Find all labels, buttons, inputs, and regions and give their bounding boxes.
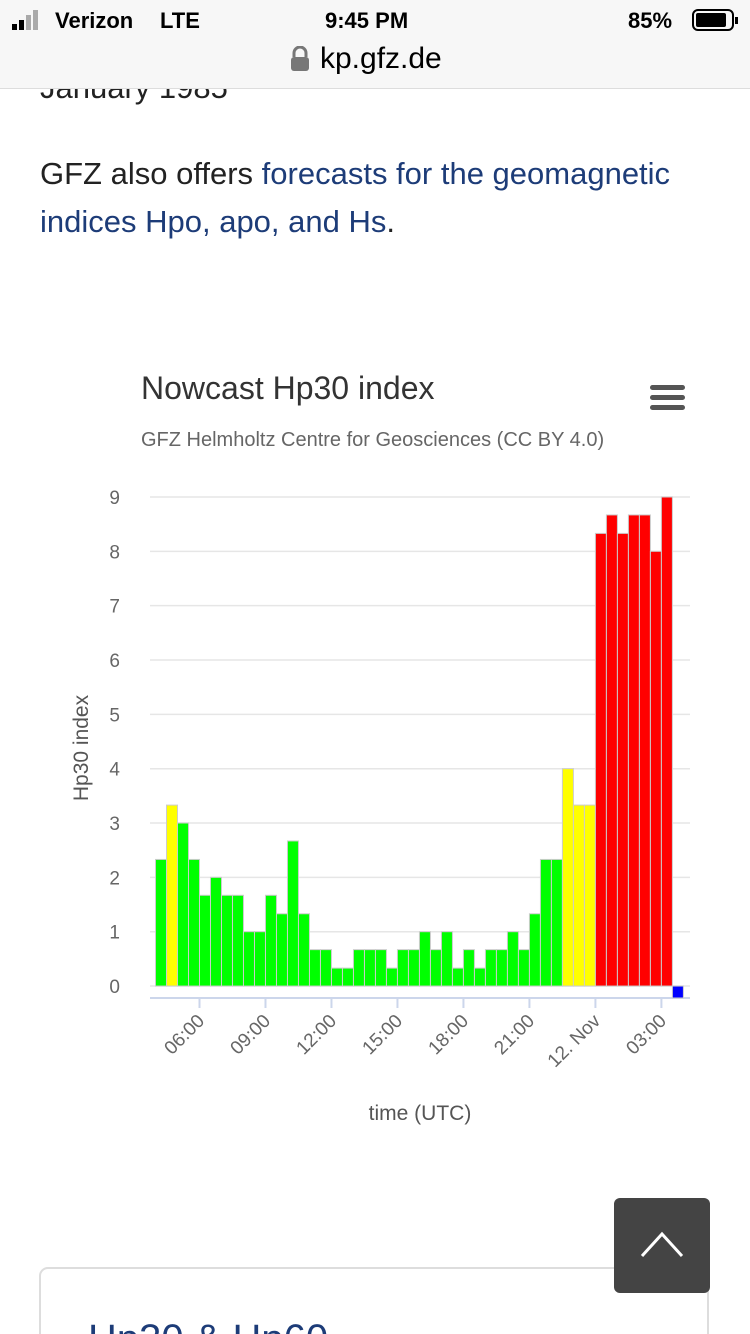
- bar: [275, 913, 288, 987]
- forecast-link[interactable]: forecasts for the geomagnetic indices Hp…: [40, 156, 671, 239]
- bar: [363, 949, 376, 987]
- x-tick-label: 18:00: [425, 1011, 473, 1059]
- bar: [308, 949, 321, 987]
- chart-subtitle: GFZ Helmholtz Centre for Geosciences (CC…: [141, 429, 605, 451]
- plot: 0 1 2 3 4 5 6 7 8 9 06:00 09:00 12:00 15:00 18:00 21:00…: [109, 488, 690, 1072]
- y-tick-label: 2: [109, 868, 120, 889]
- y-tick-label: 9: [109, 488, 120, 509]
- bar: [462, 949, 475, 987]
- y-tick-label: 6: [109, 651, 120, 672]
- bar: [297, 913, 310, 987]
- bar: [385, 967, 398, 987]
- x-tick-label: 09:00: [227, 1011, 275, 1059]
- battery-percent: 85%: [628, 8, 673, 33]
- bar: [352, 949, 365, 987]
- bar: [572, 804, 585, 987]
- bar: [198, 894, 211, 987]
- bar: [473, 967, 486, 987]
- signal-icon: [12, 10, 38, 30]
- paragraph-text: GFZ also offers: [40, 156, 262, 191]
- bar: [594, 532, 607, 987]
- x-tick-label: 15:00: [359, 1011, 407, 1059]
- bar: [440, 931, 453, 987]
- browser-header: Verizon LTE 9:45 PM 85% kp.gfz.de: [0, 0, 750, 89]
- bar: [176, 822, 189, 987]
- x-tick-label: 12:00: [293, 1011, 341, 1059]
- bar: [231, 894, 244, 987]
- bar: [583, 804, 596, 987]
- battery-icon: [692, 9, 738, 31]
- x-axis-label: time (UTC): [369, 1102, 472, 1125]
- bar: [660, 496, 673, 987]
- chart-title: Nowcast Hp30 index: [141, 370, 435, 406]
- card-heading: Hp30 & Hp60: [88, 1317, 328, 1334]
- url[interactable]: kp.gfz.de: [320, 42, 442, 75]
- menu-icon[interactable]: [650, 385, 685, 410]
- y-tick-label: 0: [109, 977, 120, 998]
- bar: [341, 967, 354, 987]
- y-tick-label: 8: [109, 542, 120, 563]
- y-tick-label: 1: [109, 923, 120, 944]
- bar: [550, 858, 563, 987]
- x-tick-label: 21:00: [490, 1011, 538, 1059]
- bar: [286, 840, 299, 987]
- bar: [671, 985, 684, 999]
- clock: 9:45 PM: [325, 8, 409, 33]
- y-axis-label: Hp30 index: [70, 694, 93, 801]
- bar: [451, 967, 464, 987]
- bar: [253, 931, 266, 987]
- bar: [616, 532, 629, 987]
- bar: [165, 804, 178, 987]
- bar: [561, 768, 574, 987]
- bar: [319, 949, 332, 987]
- bar: [220, 894, 233, 987]
- x-tick-label: 06:00: [161, 1011, 209, 1059]
- bar: [154, 858, 167, 987]
- y-tick-label: 4: [109, 760, 120, 781]
- paragraph-end: .: [386, 204, 395, 239]
- network: LTE: [160, 8, 200, 33]
- bar: [528, 913, 541, 987]
- card: [39, 1267, 709, 1334]
- y-tick-label: 3: [109, 814, 120, 835]
- y-tick-label: 7: [109, 597, 120, 618]
- bar: [638, 514, 651, 987]
- bar: [539, 858, 552, 987]
- x-tick-label: 12. Nov: [544, 1010, 606, 1072]
- bar: [506, 931, 519, 987]
- bar: [264, 894, 277, 987]
- bar: [407, 949, 420, 987]
- bar: [517, 949, 530, 987]
- bar: [605, 514, 618, 987]
- bar: [418, 931, 431, 987]
- x-tick-label: 03:00: [622, 1011, 670, 1059]
- bar: [209, 876, 222, 987]
- y-tick-label: 5: [109, 705, 120, 726]
- carrier: Verizon: [55, 8, 134, 33]
- bar: [627, 514, 640, 987]
- bar: [429, 949, 442, 987]
- bar: [495, 949, 508, 987]
- bar: [187, 858, 200, 987]
- bar: [649, 550, 662, 987]
- lock-icon: [291, 46, 309, 71]
- bar: [242, 931, 255, 987]
- bar: [396, 949, 409, 987]
- bar: [330, 967, 343, 987]
- bar: [484, 949, 497, 987]
- paragraph: GFZ also offers forecasts for the geomag…: [40, 150, 680, 246]
- back-to-top[interactable]: [614, 1198, 710, 1293]
- bar: [374, 949, 387, 987]
